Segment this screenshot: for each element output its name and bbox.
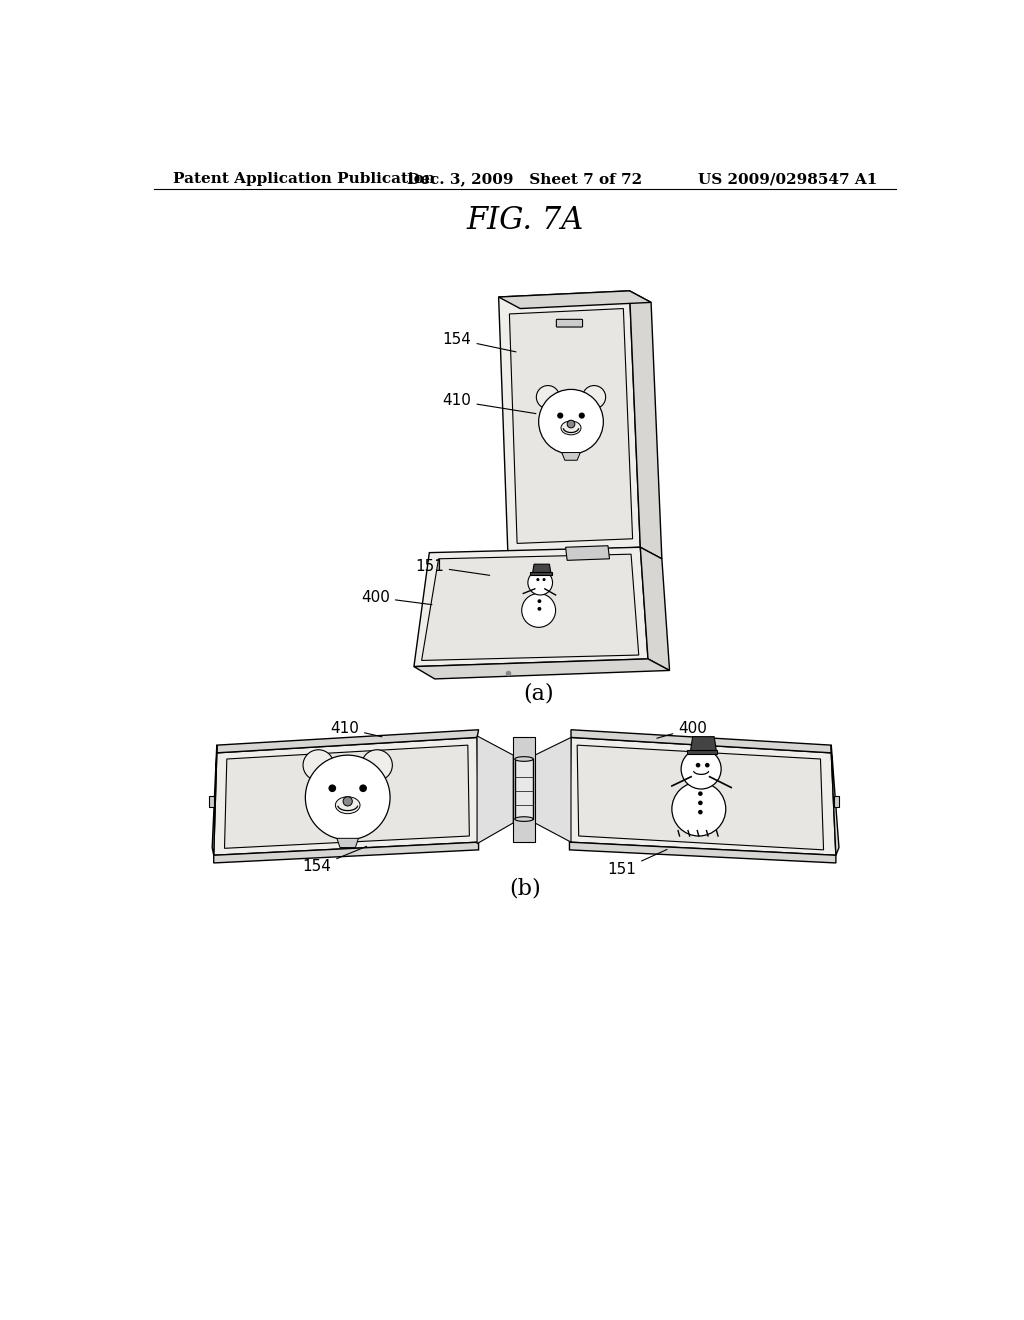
Circle shape [359,784,367,792]
Circle shape [672,781,726,836]
Polygon shape [831,744,839,855]
Text: 410: 410 [330,721,382,737]
Circle shape [539,389,603,454]
Polygon shape [569,738,836,855]
Polygon shape [414,659,670,678]
Text: 151: 151 [415,558,489,576]
Text: US 2009/0298547 A1: US 2009/0298547 A1 [698,172,878,186]
Text: 151: 151 [607,850,667,878]
Circle shape [583,385,605,409]
Text: 410: 410 [442,393,536,413]
Polygon shape [571,730,831,752]
Polygon shape [499,290,640,553]
Polygon shape [212,744,217,855]
Circle shape [538,607,542,611]
Polygon shape [414,548,648,667]
Circle shape [361,750,392,780]
Bar [687,750,717,754]
Ellipse shape [515,817,534,821]
Polygon shape [422,554,639,660]
Circle shape [567,420,574,428]
Polygon shape [630,290,662,558]
Ellipse shape [561,421,581,434]
Polygon shape [214,738,478,855]
Polygon shape [224,744,469,849]
Polygon shape [565,545,609,561]
Circle shape [543,578,546,581]
Polygon shape [337,838,358,847]
Circle shape [695,763,700,767]
Text: (a): (a) [523,682,554,705]
Circle shape [537,578,540,581]
Text: Patent Application Publication: Patent Application Publication [173,172,435,186]
Circle shape [528,570,553,595]
Polygon shape [690,737,717,752]
Polygon shape [499,290,651,309]
Circle shape [537,385,559,409]
Ellipse shape [336,797,360,813]
Text: Dec. 3, 2009   Sheet 7 of 72: Dec. 3, 2009 Sheet 7 of 72 [408,172,642,186]
Circle shape [521,594,556,627]
Circle shape [698,792,702,796]
Polygon shape [515,759,534,818]
Circle shape [538,599,542,603]
Polygon shape [535,738,571,842]
Bar [530,572,552,576]
Polygon shape [477,737,513,843]
Bar [209,796,214,807]
Circle shape [303,750,334,780]
Polygon shape [214,842,478,863]
Text: 154: 154 [442,331,516,352]
Polygon shape [578,744,823,850]
Circle shape [305,755,390,840]
Text: FIG. 7A: FIG. 7A [466,205,584,235]
Circle shape [698,800,702,805]
Ellipse shape [515,756,534,762]
Polygon shape [217,730,478,752]
Text: 400: 400 [361,590,432,605]
Polygon shape [640,548,670,671]
Polygon shape [569,842,836,863]
Circle shape [557,413,563,418]
Circle shape [681,748,721,789]
Polygon shape [509,309,633,544]
Circle shape [698,810,702,814]
Circle shape [705,763,710,767]
Polygon shape [513,738,535,842]
Circle shape [343,797,352,807]
Bar [835,796,839,807]
FancyBboxPatch shape [556,319,583,327]
Polygon shape [562,453,581,461]
Text: 400: 400 [656,721,708,738]
Polygon shape [532,564,551,573]
Circle shape [579,413,585,418]
Text: (b): (b) [509,878,541,899]
Text: 154: 154 [302,846,367,874]
Circle shape [329,784,336,792]
